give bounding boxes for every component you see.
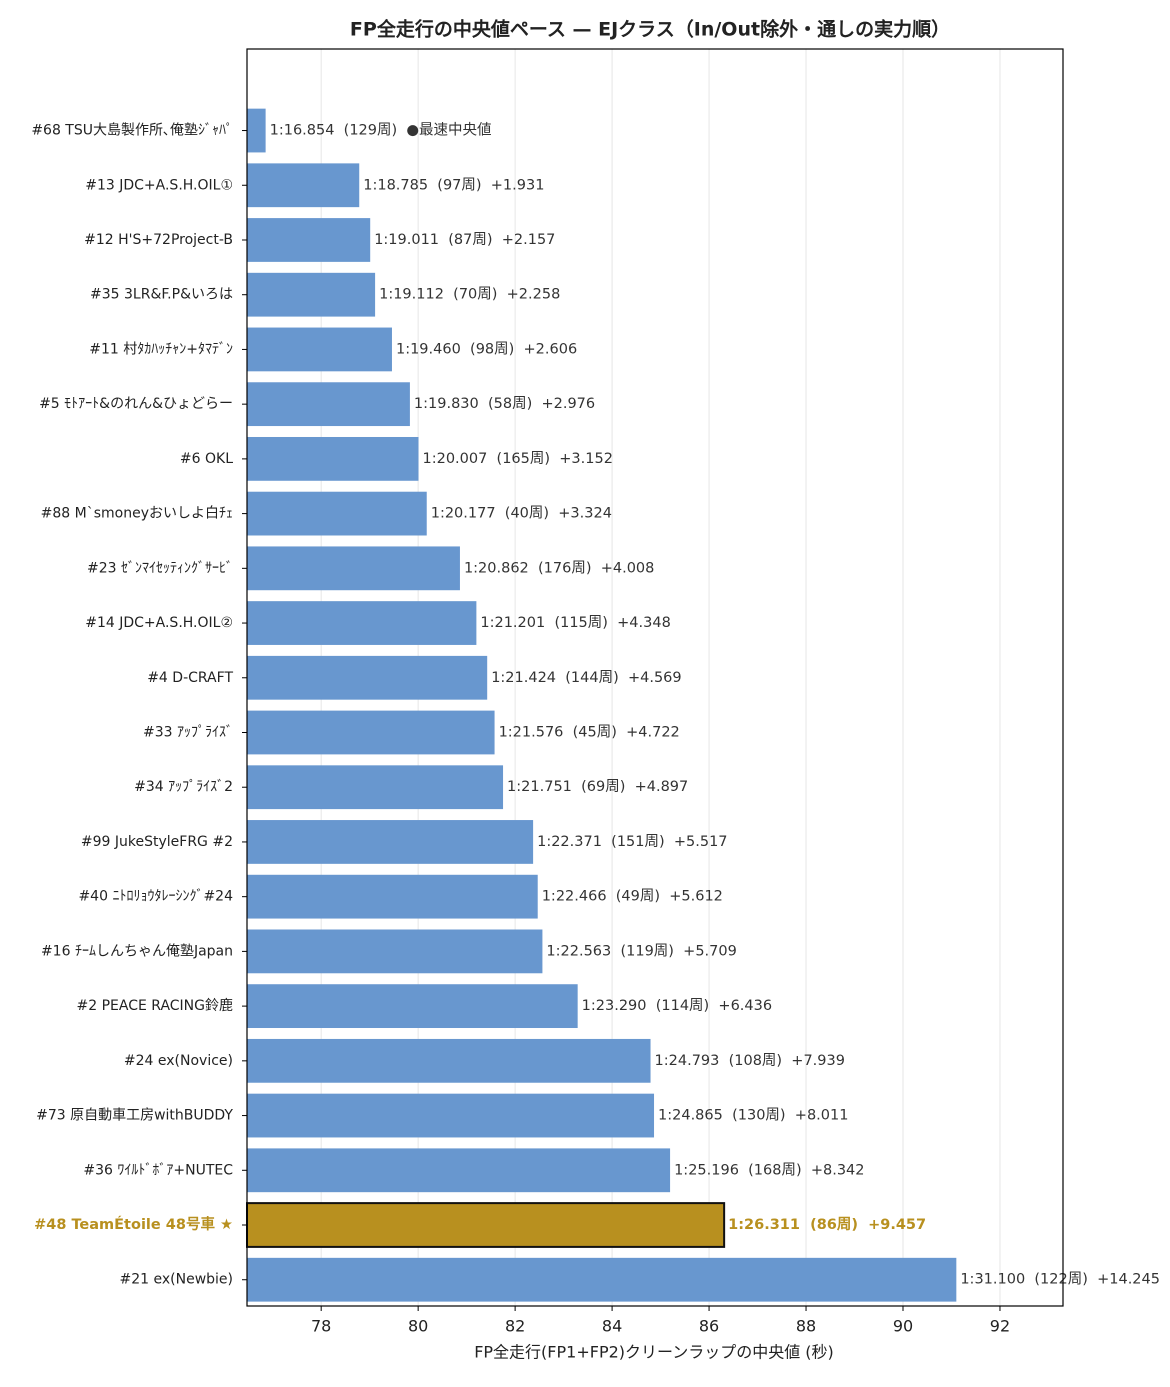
bar [247, 1093, 655, 1138]
y-tick-label: #73 原自動車工房withBUDDY [36, 1107, 233, 1124]
y-tick-label: #68 TSU大島製作所､俺塾ｼﾞｬﾊﾟ [31, 123, 233, 139]
x-tick-label: 82 [505, 1317, 525, 1336]
value-label: 1:31.100 (122周) +14.245 [960, 1272, 1160, 1288]
value-label: 1:24.793 (108周) +7.939 [655, 1053, 845, 1069]
bar [247, 108, 266, 153]
chart-title: FP全走行の中央値ペース — EJクラス（In/Out除外・通しの実力順） [350, 18, 950, 41]
y-tick-label: #33 ｱｯﾌﾟﾗｲｽﾞ [143, 724, 233, 740]
value-label: 1:21.201 (115周) +4.348 [480, 615, 670, 631]
y-tick-label: #40 ﾆﾄﾛﾘｮｳﾀﾚｰｼﾝｸﾞ#24 [78, 889, 233, 905]
y-tick-label: #6 OKL [180, 451, 233, 467]
bar [247, 601, 477, 645]
x-tick-label: 92 [990, 1317, 1010, 1336]
bar [247, 163, 360, 208]
bar [247, 929, 543, 974]
y-tick-label: #13 JDC+A.S.H.OIL① [85, 177, 233, 193]
bar [247, 327, 392, 372]
bar [247, 1038, 651, 1083]
x-axis-label: FP全走行(FP1+FP2)クリーンラップの中央値 (秒) [474, 1343, 834, 1362]
y-tick-label: #99 JukeStyleFRG #2 [81, 834, 233, 850]
value-label: 1:21.751 (69周) +4.897 [507, 779, 688, 795]
value-label: 1:20.007 (165周) +3.152 [422, 451, 612, 467]
y-tick-label: #34 ｱｯﾌﾟﾗｲｽﾞ2 [134, 779, 233, 795]
value-label: 1:23.290 (114周) +6.436 [582, 998, 772, 1014]
bar [247, 1257, 957, 1302]
bar [247, 984, 578, 1029]
value-label: 1:22.563 (119周) +5.709 [546, 943, 736, 959]
bar [247, 546, 460, 591]
y-tick-label: #21 ex(Newbie) [120, 1272, 234, 1288]
bar [247, 874, 538, 919]
y-tick-label: #4 D-CRAFT [147, 670, 233, 686]
y-tick-label: #88 M`smoneyおいしよ白ﾁｪ [41, 506, 233, 522]
y-tick-label: #36 ﾜｲﾙﾄﾞﾎﾞｱ+NUTEC [83, 1162, 233, 1178]
y-tick-label: #48 TeamÉtoile 48号車 ★ [34, 1216, 233, 1233]
value-label: 1:22.466 (49周) +5.612 [542, 889, 723, 905]
x-tick-label: 86 [699, 1317, 719, 1336]
value-label: 1:21.424 (144周) +4.569 [491, 670, 681, 686]
y-tick-label: #14 JDC+A.S.H.OIL② [85, 615, 233, 631]
bar [247, 272, 376, 317]
value-label: 1:22.371 (151周) +5.517 [537, 834, 727, 850]
bar [247, 491, 427, 536]
value-label: 1:24.865 (130周) +8.011 [658, 1108, 848, 1124]
x-tick-label: 84 [602, 1317, 622, 1336]
value-label: 1:21.576 (45周) +4.722 [499, 724, 680, 740]
value-label: 1:18.785 (97周) +1.931 [363, 177, 544, 193]
y-tick-label: #35 3LR&F.P&いろは [90, 287, 233, 303]
y-tick-label: #2 PEACE RACING鈴鹿 [77, 997, 234, 1014]
bar [247, 218, 371, 262]
bar [247, 765, 504, 810]
plot-frame [246, 48, 1064, 1307]
y-tick-label: #16 ﾁｰﾑしんちゃん俺塾Japan [41, 943, 233, 959]
value-label: 1:20.862 (176周) +4.008 [464, 560, 654, 576]
bar [247, 820, 534, 864]
bar [247, 382, 410, 427]
value-label: 1:16.854 (129周) ●最速中央値 [270, 122, 492, 139]
y-tick-label: #24 ex(Novice) [124, 1053, 233, 1069]
value-label: 1:26.311 (86周) +9.457 [728, 1216, 926, 1233]
bar [247, 710, 495, 755]
value-label: 1:19.112 (70周) +2.258 [379, 287, 560, 303]
x-tick-label: 78 [311, 1317, 331, 1336]
value-label: 1:19.830 (58周) +2.976 [414, 396, 595, 412]
bar [247, 436, 419, 481]
y-tick-label: #5 ﾓﾄｱｰﾄ&のれん&ひょどらー [39, 396, 233, 412]
y-tick-label: #11 村ﾀｶﾊｯﾁｬﾝ+ﾀﾏﾃﾞﾝ [89, 341, 233, 357]
y-tick-label: #12 H'S+72Project-B [84, 232, 233, 248]
x-tick-label: 90 [893, 1317, 913, 1336]
value-label: 1:25.196 (168周) +8.342 [674, 1162, 864, 1178]
bar [247, 1148, 671, 1193]
value-label: 1:19.011 (87周) +2.157 [374, 232, 555, 248]
x-tick-label: 80 [408, 1317, 428, 1336]
bar [246, 1202, 726, 1248]
bar [247, 655, 488, 700]
y-tick-label: #23 ｾﾞﾝﾏｲｾｯﾃｨﾝｸﾞｻｰﾋﾞ [87, 560, 233, 576]
x-tick-label: 88 [796, 1317, 816, 1336]
value-label: 1:20.177 (40周) +3.324 [431, 506, 612, 522]
value-label: 1:19.460 (98周) +2.606 [396, 341, 577, 357]
